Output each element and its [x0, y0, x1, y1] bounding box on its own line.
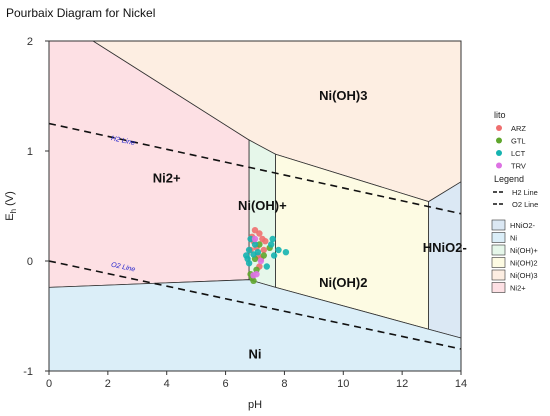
x-tick-label: 8 — [281, 378, 287, 390]
legend-swatch-ni — [491, 232, 506, 243]
legend-label-hnio2: HNiO2- — [510, 221, 536, 230]
legend-label-ni-oh-3: Ni(OH)3 — [510, 271, 538, 280]
legend-marker-lct — [496, 150, 502, 156]
x-axis-title: pH — [248, 399, 262, 411]
legend-marker-gtl — [496, 137, 502, 144]
region-label-ni-oh: Ni(OH)+ — [238, 198, 287, 213]
o2-line-line — [49, 260, 461, 350]
data-point-lct — [269, 235, 276, 243]
data-point-gtl — [250, 277, 257, 284]
chart-title: Pourbaix Diagram for Nickel — [6, 6, 155, 20]
data-point-lct — [243, 252, 250, 259]
legend-label-ni: Ni — [510, 234, 517, 243]
y-tick-label: 2 — [27, 36, 33, 48]
data-point-lct — [268, 241, 275, 248]
data-point-arz — [262, 238, 269, 245]
plot-frame — [48, 40, 462, 372]
data-point-gtl — [256, 241, 263, 248]
x-tick-label: 6 — [223, 378, 229, 390]
legend-label-ni2: Ni2+ — [510, 284, 526, 293]
data-point-arz — [251, 227, 259, 234]
data-point-lct — [254, 249, 262, 256]
x-tick-label: 14 — [455, 378, 467, 390]
legend-title-lines: Legend — [494, 174, 524, 184]
h2-line-line — [49, 122, 461, 215]
legend-swatch-ni2 — [491, 282, 506, 293]
legend-swatch-ni-oh — [491, 244, 506, 256]
legend-label-ni-oh-2: Ni(OH)2 — [510, 259, 538, 268]
region-label-ni2: Ni2+ — [153, 171, 181, 186]
legend-label-o2-line: O2 Line — [512, 200, 538, 209]
y-axis-title: Eh (V) — [4, 191, 18, 221]
region-hnio2 — [428, 181, 461, 339]
data-point-lct — [263, 263, 270, 270]
x-tick-label: 0 — [46, 378, 52, 390]
legend-marker-arz — [496, 125, 502, 131]
data-point-gtl — [260, 252, 267, 259]
legend-title-lito: lito — [494, 110, 506, 120]
x-tick-label: 10 — [337, 378, 349, 390]
x-tick-label: 12 — [396, 378, 408, 390]
o2-line-label: O2 Line — [110, 262, 136, 274]
data-point-lct — [245, 260, 253, 267]
data-point-trv — [251, 235, 259, 243]
region-label-ni-oh-3: Ni(OH)3 — [319, 88, 367, 103]
legend-label-trv: TRV — [511, 162, 526, 171]
region-label-ni: Ni — [249, 347, 262, 362]
data-point-arz — [256, 230, 263, 237]
legend-marker-trv — [496, 162, 502, 169]
water-lines — [49, 122, 461, 350]
legend: lito ARZ GTL LCT TRV Legend H2 Line O2 Line HNiO… — [491, 110, 538, 293]
data-point-lct — [270, 252, 278, 259]
x-tick-label: 2 — [105, 378, 111, 390]
data-point-gtl — [253, 266, 260, 273]
legend-label-arz: ARZ — [511, 124, 526, 133]
legend-swatch-ni-oh-2 — [491, 257, 506, 268]
legend-swatch-hnio2 — [491, 219, 506, 231]
y-tick-label: -1 — [23, 366, 33, 378]
legend-label-h2-line: H2 Line — [512, 188, 538, 197]
y-tick-label: 1 — [27, 146, 33, 158]
data-point-trv — [253, 271, 260, 278]
region-label-hnio2: HNiO2- — [423, 240, 467, 255]
data-point-trv — [257, 257, 265, 265]
legend-label-ni-oh: Ni(OH)+ — [510, 246, 538, 255]
legend-swatch-ni-oh-3 — [491, 269, 506, 281]
data-point-lct — [282, 249, 290, 256]
x-tick-label: 4 — [164, 378, 170, 390]
data-point-lct — [247, 235, 254, 243]
data-points — [243, 227, 290, 284]
legend-label-gtl: GTL — [511, 137, 526, 146]
data-point-lct — [251, 241, 259, 248]
data-point-arz — [260, 246, 267, 254]
data-point-lct — [275, 246, 282, 254]
data-point-lct — [245, 246, 253, 254]
region-label-ni-oh-2: Ni(OH)2 — [319, 275, 367, 290]
y-tick-label: 0 — [27, 256, 33, 268]
legend-label-lct: LCT — [511, 149, 526, 158]
